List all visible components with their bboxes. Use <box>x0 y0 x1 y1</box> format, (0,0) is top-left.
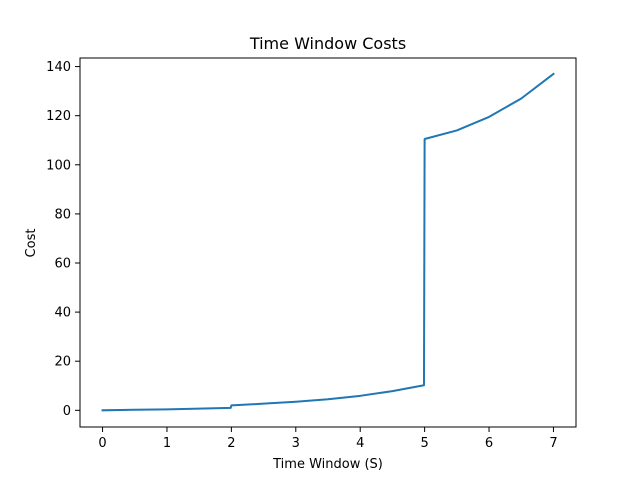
x-axis: 0 1 2 3 4 5 6 7 <box>98 427 558 451</box>
x-tick-label: 5 <box>420 436 428 451</box>
y-axis-label: Cost <box>24 229 39 258</box>
x-tick-label: 6 <box>485 436 493 451</box>
series-line-0 <box>101 72 555 412</box>
y-tick-label: 40 <box>54 306 71 321</box>
x-tick-label: 7 <box>549 436 557 451</box>
x-tick-label: 3 <box>292 436 300 451</box>
y-axis: 0 20 40 60 80 100 120 140 <box>46 60 80 419</box>
chart-title: Time Window Costs <box>249 34 406 53</box>
y-tick-label: 100 <box>46 158 71 173</box>
y-tick-label: 140 <box>46 60 71 75</box>
series-layer <box>101 72 555 412</box>
plot-area <box>79 57 577 428</box>
y-tick-label: 80 <box>54 207 71 222</box>
x-tick-label: 2 <box>227 436 235 451</box>
y-tick-label: 0 <box>63 404 71 419</box>
y-tick-label: 60 <box>54 257 71 272</box>
x-tick-label: 1 <box>163 436 171 451</box>
x-axis-label: Time Window (S) <box>272 457 383 472</box>
y-tick-label: 120 <box>46 109 71 124</box>
plot-frame <box>79 57 577 428</box>
x-tick-label: 4 <box>356 436 364 451</box>
x-tick-label: 0 <box>98 436 106 451</box>
y-tick-label: 20 <box>54 355 71 370</box>
